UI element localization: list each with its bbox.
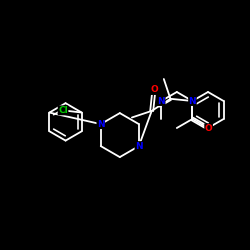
Text: O: O xyxy=(205,124,212,133)
Text: N: N xyxy=(97,120,104,128)
Text: N: N xyxy=(135,142,143,150)
Text: N: N xyxy=(188,96,196,106)
Text: N: N xyxy=(158,96,165,106)
Text: Cl: Cl xyxy=(58,106,68,115)
Text: O: O xyxy=(150,86,158,94)
